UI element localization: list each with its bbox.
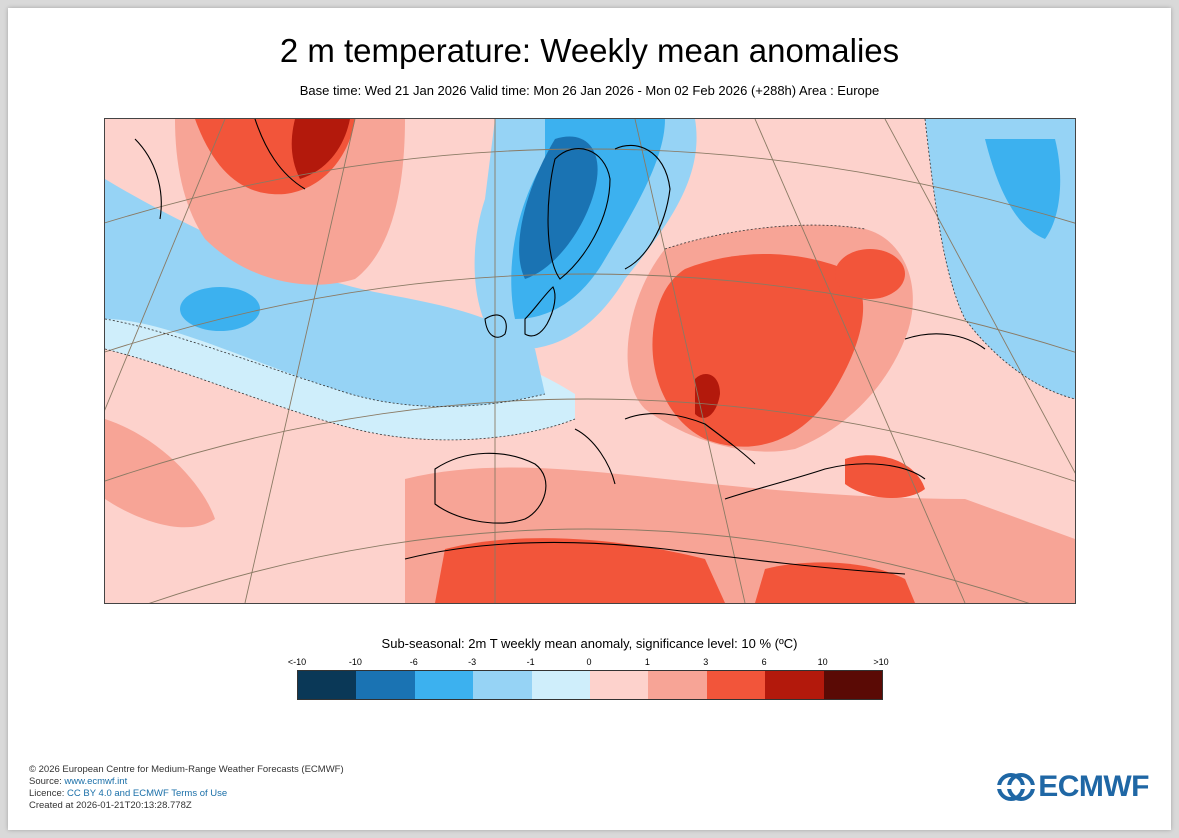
chart-title: 2 m temperature: Weekly mean anomalies: [279, 32, 900, 69]
colorbar-swatch: [356, 671, 415, 699]
colorbar-swatch: [590, 671, 649, 699]
colorbar-swatch: [531, 671, 591, 699]
licence-label: Licence:: [29, 788, 68, 799]
colorbar-tick-label: -6: [409, 657, 418, 667]
subtropical-warm-patch: [105, 419, 215, 528]
source-label: Source:: [29, 776, 65, 787]
balkans-very-hot: [695, 374, 720, 418]
russia-cold-patch: [985, 139, 1061, 239]
licence-link[interactable]: CC BY 4.0 and ECMWF Terms of Use: [67, 788, 228, 799]
sahara-hot-region: [435, 538, 725, 603]
colorbar-tick-label: 1: [644, 657, 650, 667]
map-svg: [105, 119, 1075, 603]
ecmwf-logo-icon: [997, 773, 1036, 801]
colorbar-tick-label: 10: [817, 657, 828, 667]
created-timestamp: Created at 2026-01-21T20:13:28.778Z: [29, 800, 192, 811]
egypt-hot-region: [755, 562, 915, 603]
colorbar-swatch: [473, 671, 532, 699]
colorbar-tick-label: 3: [703, 657, 709, 667]
anomaly-map[interactable]: [104, 118, 1076, 604]
colorbar-tick-label: -1: [526, 657, 535, 667]
atlantic-cool-region: [105, 179, 545, 407]
licence-line: Licence: CC BY 4.0 and ECMWF Terms of Us…: [29, 788, 344, 800]
footer: © 2026 European Centre for Medium-Range …: [29, 764, 344, 812]
coastlines: [134, 119, 986, 575]
chart-subtitle: Base time: Wed 21 Jan 2026 Valid time: M…: [299, 83, 880, 98]
colorbar-swatch: [298, 671, 357, 699]
east-hot-patch: [835, 249, 905, 299]
scandinavia-strong-cold: [519, 136, 598, 279]
chart-page: 2 m temperature: Weekly mean anomalies B…: [8, 8, 1171, 830]
colorbar-tick-label: -3: [468, 657, 477, 667]
significance-contours: [105, 119, 1075, 441]
colorbar-swatch: [823, 671, 883, 699]
colorbar-swatch: [765, 671, 824, 699]
ecmwf-logo[interactable]: ECMWF: [997, 770, 1149, 804]
colorbar: [297, 670, 883, 700]
ecmwf-logo-text: ECMWF: [1038, 770, 1149, 803]
legend-title: Sub-seasonal: 2m T weekly mean anomaly, …: [381, 636, 798, 651]
levant-hot-patch: [845, 455, 925, 499]
colorbar-tick-label: 0: [586, 657, 592, 667]
copyright-text: © 2026 European Centre for Medium-Range …: [29, 764, 344, 775]
source-link[interactable]: www.ecmwf.int: [64, 776, 128, 787]
atlantic-cold-patch: [180, 287, 260, 331]
greenland-very-hot: [291, 119, 350, 179]
source-line: Source: www.ecmwf.int: [29, 776, 344, 788]
colorbar-tick-label: >10: [873, 657, 889, 667]
colorbar-tick-label: <-10: [287, 657, 307, 667]
graticule: [105, 119, 1075, 603]
legend-ticks: <-10 -10 -6 -3 -1 0 1 3 6 10 >10: [288, 657, 889, 669]
colorbar-tick-label: -10: [348, 657, 362, 667]
colorbar-swatch: [706, 671, 766, 699]
colorbar-swatch: [414, 671, 474, 699]
colorbar-tick-label: 6: [761, 657, 767, 667]
colorbar-swatch: [648, 671, 707, 699]
